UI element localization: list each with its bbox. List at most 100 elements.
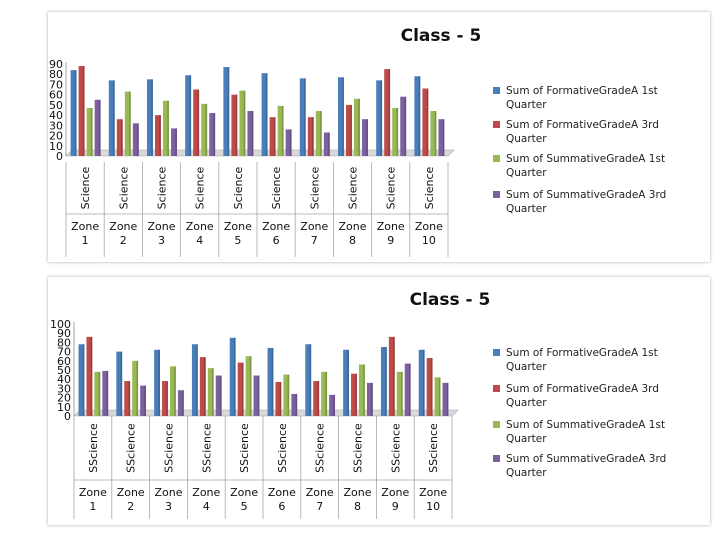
y-tick-label: 80 [57, 336, 71, 349]
category-label: SScience [125, 423, 138, 473]
y-tick-label: 10 [57, 401, 71, 414]
bar-shade [235, 94, 238, 156]
bar [237, 362, 244, 416]
legend-swatch [493, 385, 500, 392]
bar [362, 119, 368, 156]
bar-shade [212, 368, 214, 416]
y-tick-label: 20 [49, 130, 63, 143]
bar-shade [438, 377, 441, 416]
zone-number: 9 [387, 234, 394, 247]
zone-number: 4 [196, 234, 203, 247]
bar [78, 344, 85, 416]
zone-label: Zone [415, 220, 443, 233]
legend-label: Sum of FormativeGradeA 1st [506, 85, 658, 97]
bar [261, 73, 268, 156]
bar-shade [166, 381, 168, 416]
bar-shade [271, 347, 274, 416]
bar-shade [430, 358, 433, 416]
bar-shade [342, 77, 344, 156]
zone-label: Zone [381, 486, 409, 499]
category-label: SScience [352, 423, 365, 473]
bar-shade [175, 128, 177, 156]
bar [163, 100, 169, 156]
zone-label: Zone [262, 220, 290, 233]
bar [229, 337, 236, 416]
bar-shade [289, 129, 292, 156]
bar [94, 99, 101, 156]
legend-swatch [493, 421, 500, 428]
bar-shade [434, 111, 437, 156]
y-tick-label: 40 [49, 109, 63, 122]
zone-number: 10 [426, 500, 440, 513]
y-tick-label: 60 [49, 89, 63, 102]
bar-shade [158, 349, 160, 416]
bar [215, 375, 222, 416]
bar-shade [320, 111, 322, 156]
zone-label: Zone [343, 486, 371, 499]
bar [191, 344, 198, 416]
bar [247, 111, 254, 156]
legend-label-cont: Quarter [506, 99, 547, 111]
zone-number: 1 [82, 234, 89, 247]
bar [146, 79, 153, 156]
bar-shade [167, 100, 169, 156]
bar-shade [396, 107, 399, 156]
zone-label: Zone [338, 220, 366, 233]
bar [170, 366, 176, 416]
bar [384, 69, 391, 156]
bar [132, 123, 139, 156]
zone-label: Zone [268, 486, 296, 499]
zone-label: Zone [306, 486, 334, 499]
zone-number: 1 [89, 500, 96, 513]
bar-shade [347, 349, 349, 416]
bar [154, 349, 160, 416]
bar [392, 107, 399, 156]
bar-shade [82, 66, 85, 156]
zone-label: Zone [419, 486, 447, 499]
bar-shade [137, 123, 139, 156]
bar [426, 358, 433, 416]
category-label: Science [194, 166, 207, 209]
zone-number: 2 [127, 500, 134, 513]
bar [155, 115, 161, 156]
category-label: Science [232, 166, 245, 209]
chart-2: Class - 50102030405060708090100SScienceZ… [50, 290, 666, 519]
zone-label: Zone [300, 220, 328, 233]
category-label: SScience [389, 423, 402, 473]
bar [108, 80, 115, 156]
bar-shade [257, 375, 260, 416]
zone-number: 6 [278, 500, 285, 513]
legend-swatch [493, 121, 500, 128]
zone-number: 5 [241, 500, 248, 513]
bar [86, 107, 93, 156]
bar-shade [213, 113, 216, 156]
bar-shade [325, 371, 328, 416]
bar-shade [388, 69, 391, 156]
bar [177, 390, 184, 416]
bar-shade [281, 105, 284, 156]
y-tick-label: 30 [57, 382, 71, 395]
bar [299, 78, 306, 156]
bar-shade [273, 117, 276, 156]
bar [277, 105, 284, 156]
bar-shade [366, 119, 368, 156]
zone-label: Zone [154, 486, 182, 499]
bar-shade [358, 98, 360, 156]
bar-shade [385, 347, 387, 416]
bar [86, 336, 93, 416]
y-tick-label: 50 [57, 364, 71, 377]
legend-label: Sum of FormativeGradeA 1st [506, 347, 658, 359]
bar-shade [371, 382, 373, 416]
zone-label: Zone [71, 220, 99, 233]
bar-shade [82, 344, 85, 416]
legend-label: Sum of SummativeGradeA 1st [506, 419, 665, 431]
bar-shade [197, 89, 200, 156]
bar [199, 357, 206, 416]
y-tick-label: 10 [49, 140, 63, 153]
bar-shade [98, 99, 101, 156]
bar [359, 364, 365, 416]
bar-shade [363, 364, 365, 416]
bar [283, 374, 290, 416]
bar [223, 67, 230, 156]
category-label: Science [156, 166, 169, 209]
